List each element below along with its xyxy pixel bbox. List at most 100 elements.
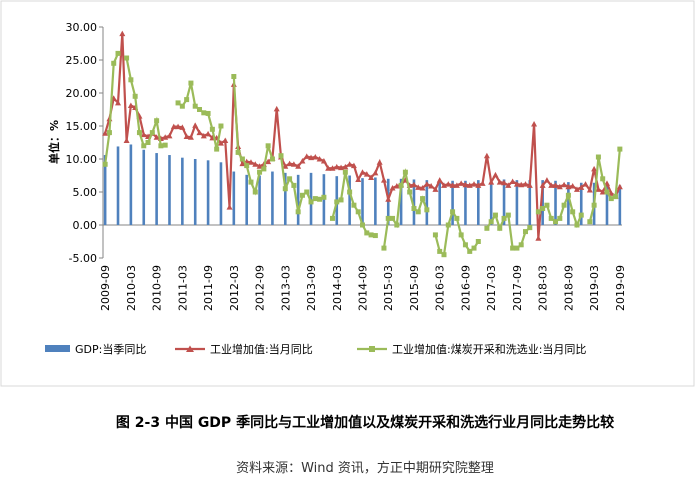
point (360, 222, 365, 228)
point (376, 159, 383, 165)
point (514, 245, 520, 251)
point (162, 142, 168, 148)
x-tick-label: 2010-09 (151, 265, 164, 311)
point (368, 232, 374, 238)
point (595, 154, 601, 160)
bar (567, 182, 570, 225)
point (347, 189, 353, 195)
point (239, 156, 245, 162)
point (557, 215, 563, 221)
point (286, 160, 293, 167)
bar (271, 171, 274, 225)
x-tick-label: 2011-09 (202, 265, 215, 311)
point (411, 206, 417, 211)
point (518, 242, 524, 248)
point (282, 186, 288, 192)
bar (155, 153, 158, 225)
point (265, 143, 271, 149)
point (600, 176, 606, 182)
bar (361, 178, 364, 225)
point (334, 199, 340, 205)
bar (541, 180, 544, 225)
point (505, 212, 511, 218)
point (398, 182, 404, 188)
point (479, 180, 486, 186)
point (462, 242, 468, 248)
point (527, 225, 533, 231)
point (252, 161, 259, 167)
point (445, 181, 452, 187)
legend-marker (369, 346, 375, 352)
point (325, 165, 332, 171)
point (350, 162, 357, 169)
y-tick-label: 0.00 (73, 219, 98, 232)
point (570, 209, 576, 215)
point (217, 140, 224, 146)
legend-label: 工业增加值:当月同比 (210, 342, 313, 356)
point (561, 202, 567, 208)
x-tick-label: 2014-03 (331, 265, 344, 311)
point (295, 209, 301, 215)
point (329, 215, 335, 221)
point (497, 225, 503, 231)
point (578, 184, 585, 190)
legend-swatch (45, 345, 70, 352)
point (192, 122, 199, 128)
y-axis-label: 单位：% (47, 120, 61, 164)
point (548, 182, 555, 188)
point (441, 252, 447, 258)
point (170, 123, 177, 130)
point (471, 181, 478, 187)
point (513, 181, 520, 187)
point (492, 171, 499, 178)
point (128, 77, 134, 83)
point (140, 131, 147, 138)
point (235, 149, 241, 155)
point (312, 154, 319, 160)
point (119, 30, 126, 37)
point (317, 196, 323, 202)
point (394, 222, 400, 228)
point (136, 130, 142, 136)
point (363, 171, 370, 177)
point (200, 132, 207, 139)
bar (515, 180, 519, 225)
point (535, 209, 541, 215)
point (483, 152, 490, 159)
point (565, 183, 572, 190)
point (269, 156, 275, 162)
bar (258, 175, 261, 225)
point (338, 197, 344, 203)
bar (605, 184, 609, 225)
point (531, 121, 538, 127)
point (428, 183, 435, 189)
y-tick-label: 15.00 (66, 120, 98, 133)
bar (219, 162, 223, 225)
point (436, 177, 443, 183)
point (158, 143, 164, 149)
point (123, 137, 130, 144)
point (574, 222, 580, 228)
point (299, 192, 305, 198)
point (467, 248, 473, 254)
point (214, 146, 220, 152)
point (372, 233, 378, 239)
point (437, 248, 443, 254)
point (256, 163, 263, 169)
point (509, 178, 516, 184)
x-tick-label: 2018-09 (562, 265, 575, 311)
point (282, 163, 289, 169)
point (205, 110, 211, 116)
x-tick-label: 2019-09 (614, 265, 627, 311)
bar (579, 182, 583, 225)
legend-marker (186, 345, 194, 352)
point (475, 239, 481, 244)
point (390, 215, 396, 221)
x-tick-label: 2009-09 (99, 265, 112, 311)
point (544, 202, 550, 208)
point (415, 184, 422, 190)
point (389, 185, 396, 191)
point (261, 166, 267, 172)
point (187, 134, 194, 140)
